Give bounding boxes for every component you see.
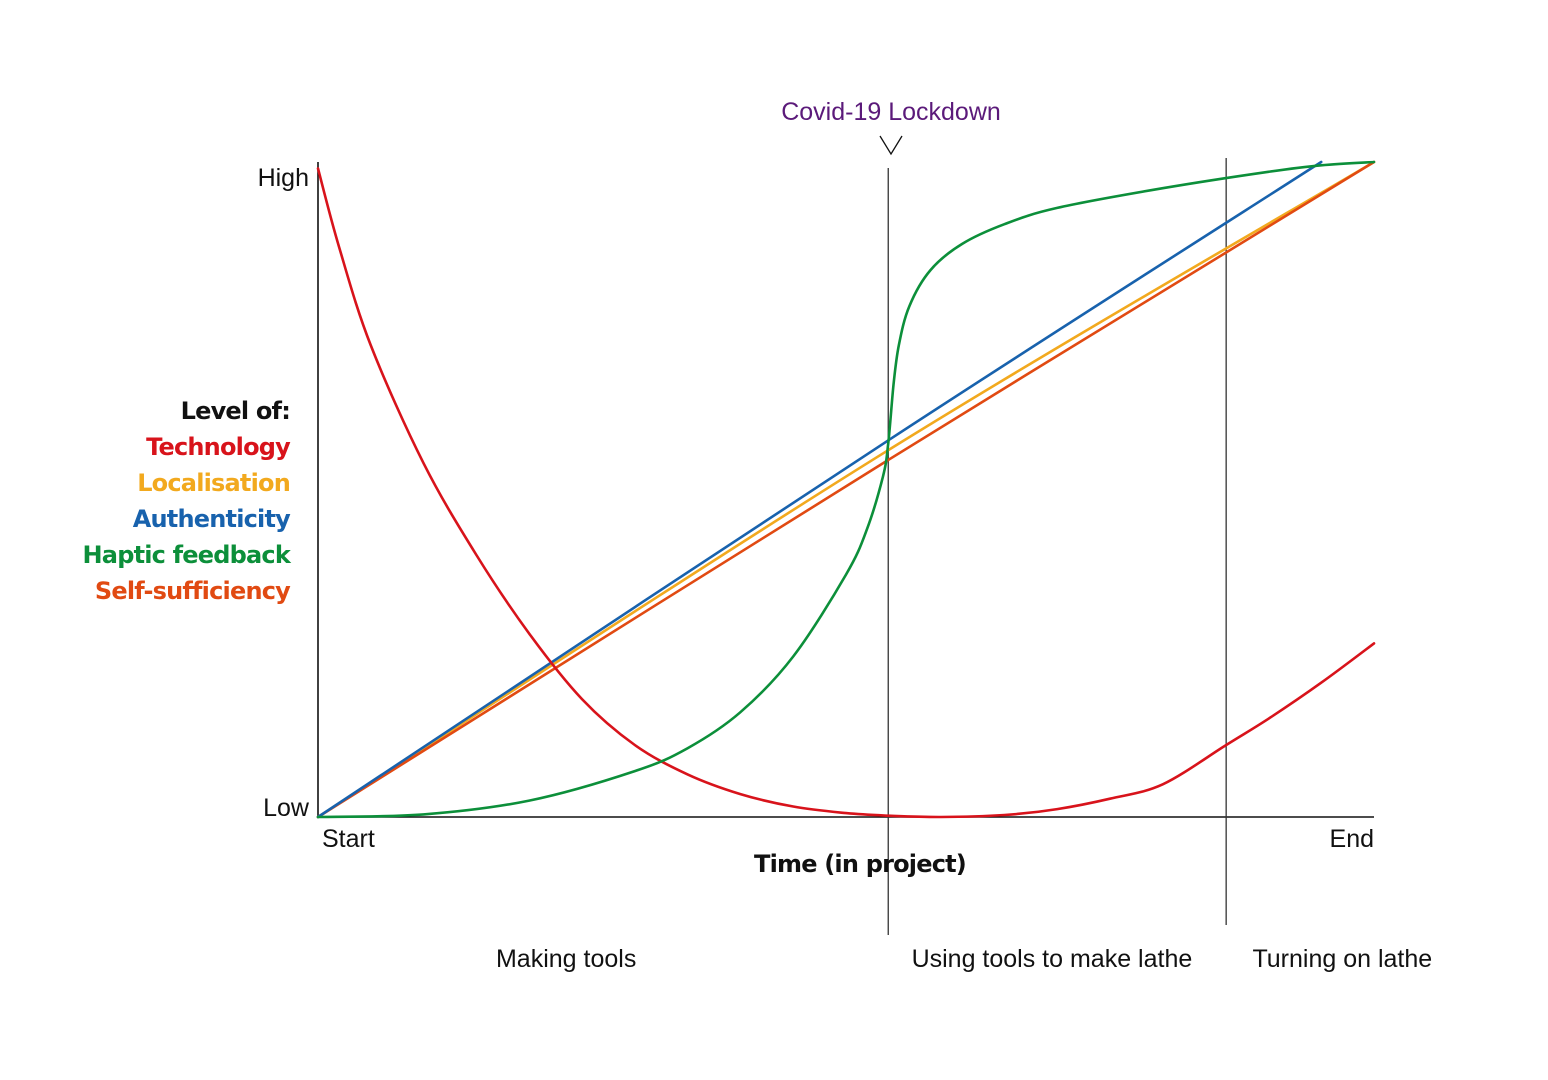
- covid-lockdown-label: Covid-19 Lockdown: [781, 98, 1001, 126]
- legend-entry-self-sufficiency: Self-sufficiency: [95, 577, 291, 605]
- y-tick-label-low: Low: [263, 794, 310, 822]
- phase-label-turning-on-lathe: Turning on lathe: [1252, 945, 1432, 973]
- x-axis-title: Time (in project): [754, 850, 966, 878]
- series-line-technology: [316, 167, 1376, 819]
- series-line-haptic-feedback: [316, 160, 1376, 819]
- axes: [317, 162, 1374, 818]
- phase-lines: [887, 158, 1227, 935]
- y-tick-label-high: High: [258, 164, 309, 192]
- event-marker-chevron: [879, 135, 903, 156]
- legend-entry-authenticity: Authenticity: [133, 505, 291, 533]
- legend-heading: Level of:: [181, 397, 290, 425]
- x-tick-label-end: End: [1330, 825, 1374, 853]
- phase-label-using-tools-to-make-lathe: Using tools to make lathe: [912, 945, 1193, 973]
- series-lines: [316, 160, 1376, 819]
- series-line-localisation: [316, 160, 1376, 819]
- phase-label-making-tools: Making tools: [496, 945, 636, 973]
- series-line-authenticity: [316, 160, 1323, 819]
- phase-labels: Making tools Using tools to make lathe Tur…: [496, 945, 1432, 973]
- legend-entry-technology: Technology: [146, 433, 291, 461]
- x-tick-label-start: Start: [322, 825, 375, 853]
- legend: Technology Localisation Authenticity Haptic…: [83, 433, 293, 605]
- legend-entry-haptic-feedback: Haptic feedback: [83, 541, 292, 569]
- legend-entry-localisation: Localisation: [137, 469, 290, 497]
- series-line-self-sufficiency: [316, 160, 1376, 819]
